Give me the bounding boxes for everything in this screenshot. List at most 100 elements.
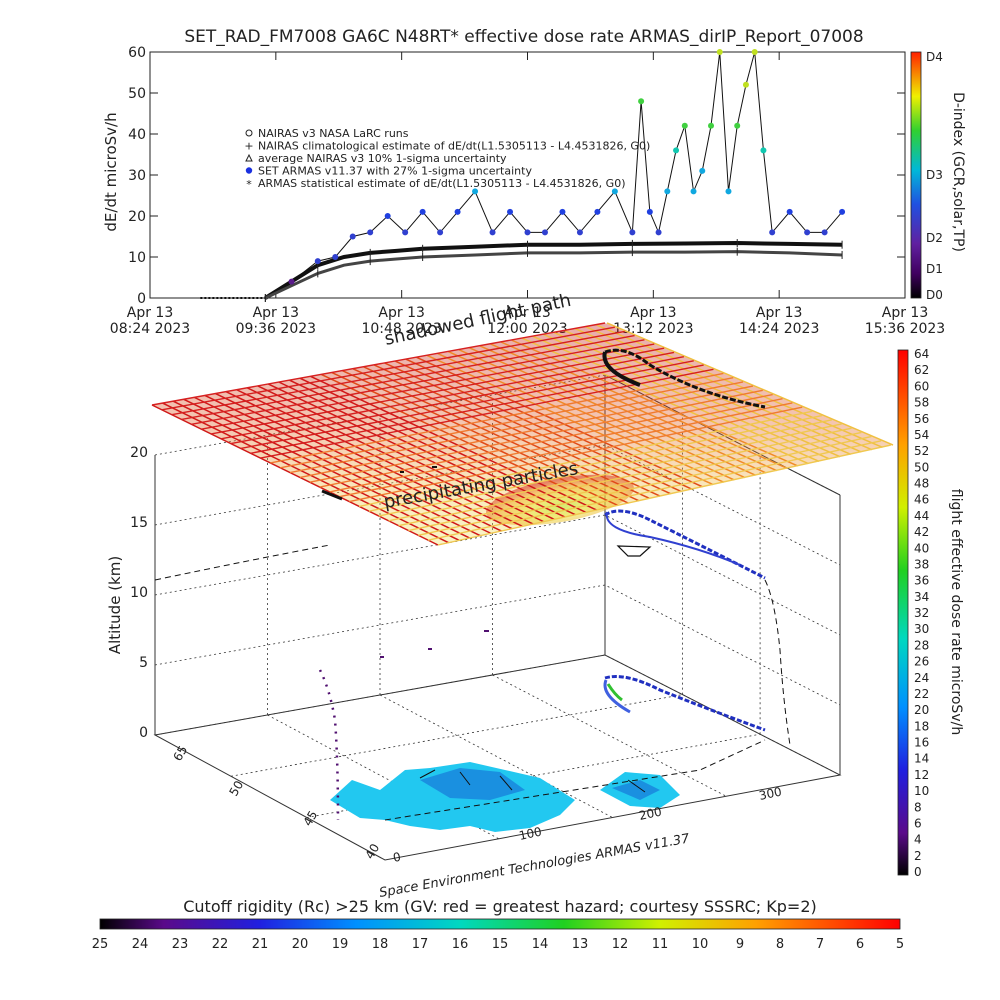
layer-line bbox=[320, 373, 608, 509]
rigidity-tick-label: 20 bbox=[292, 937, 309, 952]
y-tick-label: 30 bbox=[128, 168, 146, 184]
layer-line bbox=[352, 368, 640, 502]
rigidity-tick-label: 5 bbox=[896, 937, 904, 952]
armas-point bbox=[638, 98, 645, 105]
longitude-tick-label: 200 bbox=[638, 804, 663, 822]
rigidity-tick-label: 15 bbox=[492, 937, 509, 952]
dashed-projection-right bbox=[764, 579, 791, 746]
layer-line-cross bbox=[171, 330, 625, 416]
rigidity-tick-label: 8 bbox=[776, 937, 784, 952]
layer-line bbox=[172, 400, 460, 542]
dose-tick-label: 14 bbox=[914, 752, 929, 766]
latitude-tick-label: 50 bbox=[226, 778, 246, 798]
dose-tick-label: 58 bbox=[914, 396, 929, 410]
altitude-gridline bbox=[154, 654, 841, 776]
layer-line bbox=[331, 371, 619, 507]
dose-tick-label: 18 bbox=[914, 719, 929, 733]
dose-tick-label: 2 bbox=[914, 849, 922, 863]
layer-line bbox=[204, 394, 492, 535]
armas-point bbox=[402, 229, 409, 236]
armas-point bbox=[611, 188, 618, 195]
flight-path-ground bbox=[604, 675, 766, 732]
model-curves bbox=[200, 239, 843, 302]
flight-path-altitude bbox=[604, 509, 766, 580]
latitude-tick-label: 65 bbox=[170, 743, 190, 763]
rigidity-tick-label: 11 bbox=[652, 937, 669, 952]
layer-line-cross bbox=[181, 334, 635, 421]
dose-colorbar bbox=[897, 349, 909, 876]
armas-point bbox=[646, 208, 653, 215]
armas-point bbox=[349, 233, 356, 240]
longitude-tick-label: 100 bbox=[518, 824, 543, 842]
rigidity-tick-label: 14 bbox=[532, 937, 549, 952]
layer-line bbox=[193, 396, 481, 537]
dose-tick-label: 42 bbox=[914, 525, 929, 539]
altitude-tick-label: 10 bbox=[130, 585, 148, 601]
layer-line-cross bbox=[220, 351, 675, 440]
layer-line bbox=[479, 345, 767, 474]
armas-point bbox=[332, 254, 339, 260]
layer-line bbox=[416, 356, 703, 488]
dose-tick-label: 62 bbox=[914, 363, 929, 377]
x-tick-date: Apr 13 bbox=[882, 305, 928, 321]
armas-point bbox=[664, 188, 671, 195]
rigidity-tick-label: 21 bbox=[252, 937, 269, 952]
rigidity-tick-label: 24 bbox=[132, 937, 149, 952]
dose-tick-label: 10 bbox=[914, 784, 929, 798]
dose-tick-label: 0 bbox=[914, 865, 922, 879]
layer-line-cross bbox=[280, 377, 734, 469]
layer-line-cross bbox=[230, 355, 685, 445]
armas-point bbox=[419, 208, 426, 215]
layer-line bbox=[384, 362, 672, 495]
altitude-gridline bbox=[154, 584, 841, 706]
layer-line-cross bbox=[418, 435, 872, 537]
legend-symbol-dot bbox=[245, 167, 253, 174]
dose-tick-label: 56 bbox=[914, 412, 929, 426]
flight-3d-scene: shadowed flight path precipitating parti… bbox=[106, 290, 894, 901]
rigidity-tick-label: 16 bbox=[452, 937, 469, 952]
dose-tick-label: 40 bbox=[914, 541, 929, 555]
sparse-markers bbox=[380, 466, 489, 658]
layer-line-cross bbox=[427, 440, 882, 541]
layer-line bbox=[268, 383, 555, 521]
armas-point bbox=[454, 208, 461, 215]
rigidity-tick-label: 12 bbox=[612, 937, 629, 952]
dose-tick-label: 4 bbox=[914, 833, 922, 847]
flight-path-altitude-arc bbox=[605, 511, 741, 566]
dose-tick-label: 44 bbox=[914, 509, 929, 523]
layer-line bbox=[299, 377, 587, 514]
dose-colorbar-ticks: 6462605856545250484644424038363432302826… bbox=[914, 347, 929, 879]
layer-line-cross bbox=[388, 423, 842, 522]
dindex-tick-label: D3 bbox=[926, 168, 943, 182]
dindex-label: D-index (GCR,solar,TP) bbox=[950, 92, 966, 252]
layer-line bbox=[405, 358, 693, 490]
shadow-path-top-arc bbox=[602, 351, 641, 387]
layer-line-cross bbox=[319, 393, 773, 488]
layer-line bbox=[522, 337, 809, 465]
x-tick-time: 13:12 2023 bbox=[613, 321, 693, 337]
y-tick-label: 10 bbox=[128, 250, 146, 266]
layer-line-cross bbox=[437, 444, 892, 546]
armas-point bbox=[629, 229, 636, 236]
rigidity-colorbar-label: Cutoff rigidity (Rc) >25 km (GV: red = g… bbox=[183, 897, 817, 916]
radiation-layers bbox=[151, 322, 894, 546]
altitude-tick-label: 5 bbox=[139, 655, 148, 671]
x-tick-date: Apr 13 bbox=[756, 305, 802, 321]
armas-point bbox=[716, 49, 723, 55]
dose-tick-label: 26 bbox=[914, 655, 929, 669]
legend: NAIRAS v3 NASA LaRC runs + NAIRAS climatol… bbox=[244, 127, 650, 191]
rigidity-tick-label: 25 bbox=[92, 937, 109, 952]
x-tick-date: Apr 13 bbox=[253, 305, 299, 321]
layer-line bbox=[490, 343, 777, 472]
legend-symbol-star: * bbox=[246, 178, 252, 191]
armas-point bbox=[681, 122, 688, 129]
longitude-ticks: 0 100 200 300 bbox=[392, 784, 783, 864]
layer-line bbox=[342, 369, 629, 504]
rigidity-tick-label: 18 bbox=[372, 937, 389, 952]
layer-line bbox=[162, 402, 449, 544]
armas-series bbox=[288, 49, 846, 285]
layer-line bbox=[606, 322, 894, 446]
dose-tick-label: 8 bbox=[914, 800, 922, 814]
layer-line-cross bbox=[408, 431, 862, 532]
armas-point bbox=[472, 188, 479, 195]
